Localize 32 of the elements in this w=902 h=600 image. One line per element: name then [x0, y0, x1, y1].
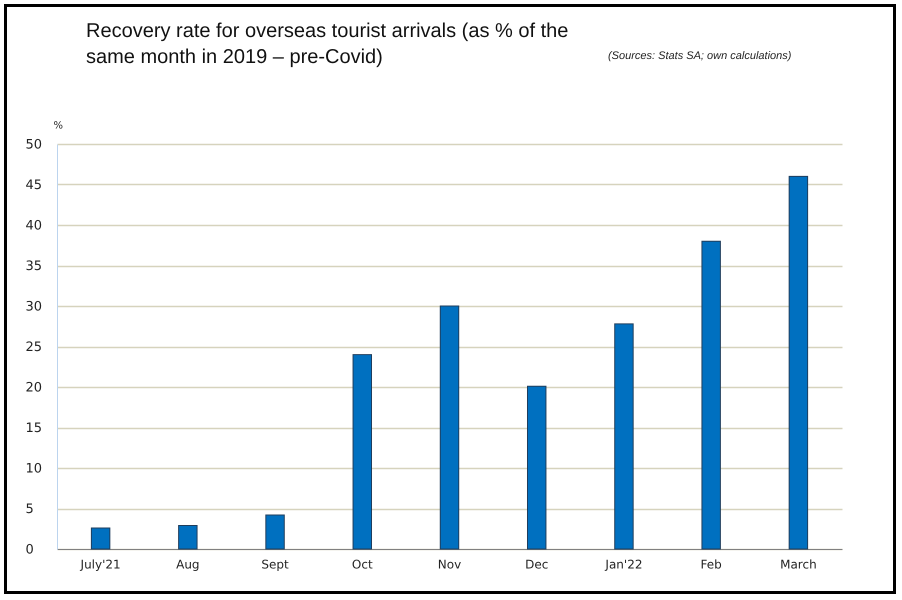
bar: [352, 354, 372, 550]
x-tick-label: July'21: [80, 558, 121, 572]
x-tick-label: Aug: [176, 558, 200, 572]
y-tick-label: 5: [26, 502, 34, 517]
x-tick-label: Dec: [525, 558, 548, 572]
y-tick-label: 35: [26, 259, 42, 274]
y-tick-label: 40: [26, 218, 42, 234]
bar: [788, 176, 808, 550]
bar: [614, 323, 634, 550]
x-tick-label: Nov: [438, 558, 462, 572]
y-tick-label: 20: [26, 380, 42, 396]
bar: [440, 306, 460, 550]
y-tick-label: 10: [26, 462, 42, 476]
x-tick-label: Jan'22: [604, 558, 642, 572]
bar: [526, 386, 546, 550]
y-axis-title: %: [54, 120, 64, 132]
bar: [90, 527, 110, 550]
bar: [178, 525, 198, 550]
bar: [701, 240, 721, 550]
y-tick-label: 15: [26, 421, 42, 436]
y-tick-label: 0: [26, 542, 34, 558]
x-tick-label: Feb: [700, 558, 722, 572]
y-tick-label: 30: [26, 300, 42, 314]
x-tick-label: Sept: [261, 558, 290, 572]
y-tick-label: 25: [26, 340, 42, 355]
x-tick-label: Oct: [352, 558, 373, 572]
text: (Sources: Stats SA; own calculations): [608, 50, 792, 62]
y-tick-label: 50: [26, 138, 42, 152]
chart-title: Recovery rate for overseas tourist arrivals (as % of the same month in 2019 – pre-Covid): [86, 19, 570, 70]
y-tick-label: 45: [26, 178, 42, 193]
x-tick-label: March: [780, 558, 817, 572]
bar: [265, 514, 285, 550]
